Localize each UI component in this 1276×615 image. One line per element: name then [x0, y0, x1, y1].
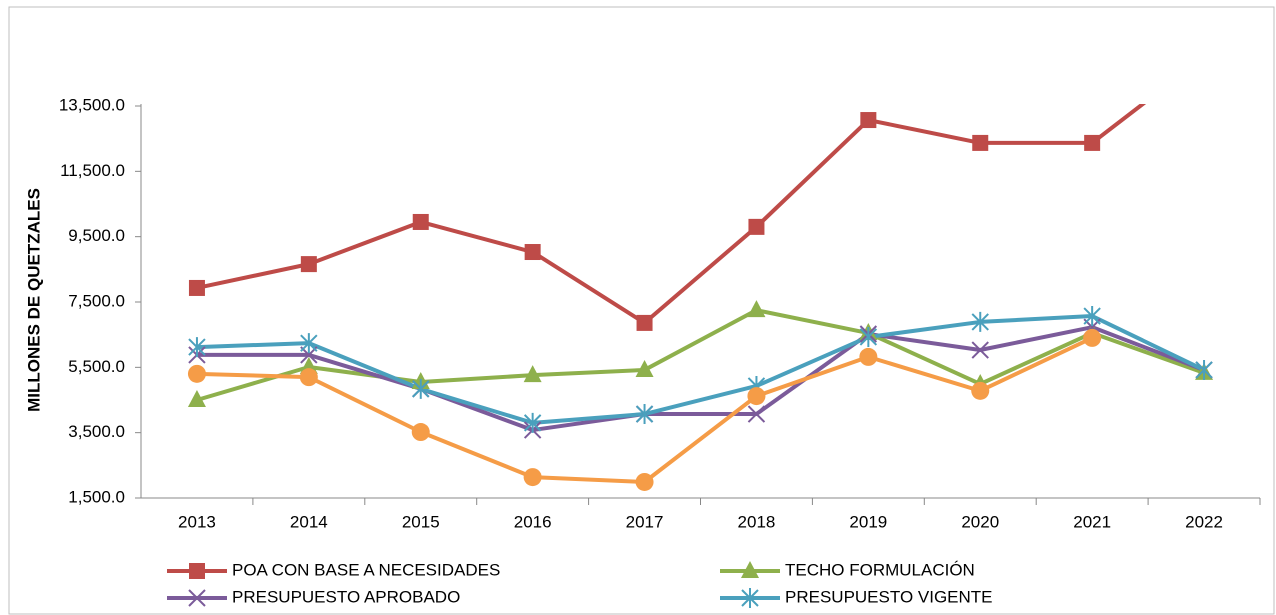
marker	[636, 314, 653, 331]
plot-area	[187, 104, 1214, 491]
marker	[971, 381, 990, 400]
marker	[523, 412, 542, 433]
legend-label: TECHO FORMULACIÓN	[785, 560, 975, 579]
marker	[741, 588, 759, 608]
y-tick-label: 11,500.0	[60, 161, 125, 180]
marker	[635, 404, 654, 425]
marker	[188, 589, 206, 607]
y-tick-label: 7,500.0	[68, 291, 125, 310]
x-tick-label: 2014	[290, 512, 328, 531]
marker	[300, 256, 317, 273]
x-tick-label: 2016	[514, 512, 552, 531]
y-tick-label: 13,500.0	[59, 95, 125, 114]
marker	[971, 341, 989, 359]
legend-label: PRESUPUESTO APROBADO	[232, 587, 460, 606]
series-line	[196, 104, 1147, 325]
marker	[411, 423, 430, 442]
marker	[524, 244, 541, 261]
marker	[860, 112, 877, 129]
y-tick-label: 3,500.0	[68, 422, 125, 441]
legend-label: PRESUPUESTO VIGENTE	[785, 587, 993, 606]
y-axis-title: MILLONES DE QUETZALES	[24, 188, 43, 412]
marker	[972, 134, 989, 151]
marker	[747, 300, 766, 318]
marker	[635, 359, 654, 377]
marker	[188, 337, 206, 358]
series-line	[196, 308, 1205, 402]
marker	[747, 387, 766, 406]
marker	[187, 364, 206, 383]
x-tick-label: 2022	[1185, 512, 1223, 531]
x-tick-label: 2019	[849, 512, 887, 531]
marker	[188, 279, 205, 296]
marker	[523, 365, 542, 383]
marker	[412, 378, 430, 399]
series-line	[196, 325, 1205, 433]
y-tick-label: 9,500.0	[68, 226, 125, 245]
marker	[1083, 306, 1101, 327]
marker	[299, 368, 318, 387]
marker	[859, 347, 878, 366]
x-tick-label: 2015	[402, 512, 440, 531]
x-tick-label: 2020	[961, 512, 999, 531]
x-tick-label: 2018	[738, 512, 776, 531]
marker	[747, 405, 766, 423]
marker	[1083, 328, 1102, 347]
marker	[748, 218, 765, 235]
marker	[971, 311, 989, 332]
y-tick-label: 5,500.0	[68, 357, 125, 376]
series-line	[196, 314, 1205, 425]
marker	[412, 213, 429, 230]
marker	[300, 333, 318, 354]
marker	[859, 326, 878, 347]
marker	[189, 563, 205, 579]
marker	[741, 561, 759, 578]
x-tick-label: 2013	[178, 512, 216, 531]
x-tick-label: 2021	[1073, 512, 1111, 531]
marker	[187, 390, 206, 407]
marker	[523, 468, 542, 487]
marker	[1084, 134, 1101, 151]
marker	[635, 472, 654, 491]
y-tick-label: 1,500.0	[68, 487, 125, 506]
chart-frame	[8, 6, 1275, 615]
x-tick-label: 2017	[626, 512, 664, 531]
marker	[1195, 359, 1213, 380]
legend-label: POA CON BASE A NECESIDADES	[232, 560, 500, 579]
